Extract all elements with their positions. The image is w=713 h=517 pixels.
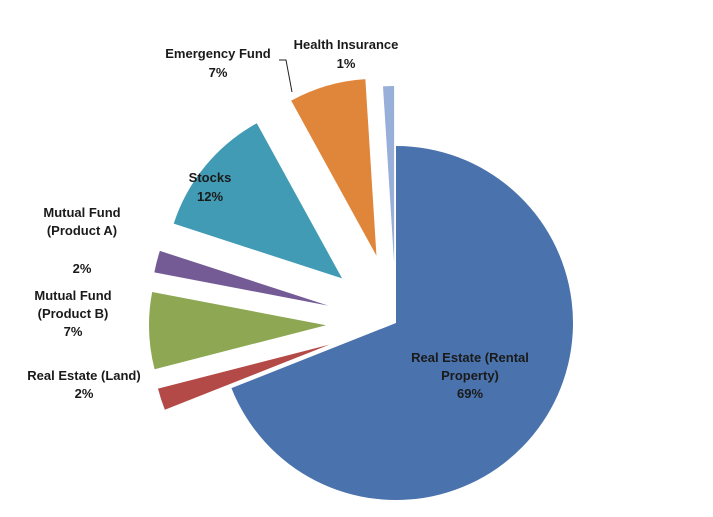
slice-label-line: (Product B) <box>38 306 109 321</box>
slice-label-line: Mutual Fund <box>43 205 120 220</box>
slice-label-line: Emergency Fund <box>165 46 271 61</box>
pie-slice <box>157 344 330 410</box>
pie-slice <box>383 86 395 264</box>
leader-line <box>279 59 293 93</box>
slice-label: Health Insurance 1% <box>294 37 399 71</box>
pie-slice <box>231 146 573 501</box>
slice-label: Real Estate (Rental Property) 69% <box>411 350 529 401</box>
slice-percent-label: 2% <box>75 386 94 401</box>
slice-label: Emergency Fund 7% <box>165 46 271 80</box>
slice-label: Mutual Fund (Product A) 2% <box>43 205 120 276</box>
slice-label-line: Stocks <box>189 170 232 185</box>
pie-slice <box>149 292 327 370</box>
pie-slice <box>173 123 343 279</box>
slice-percent-label: 12% <box>197 189 223 204</box>
slice-label: Stocks 12% <box>189 170 232 204</box>
slice-label-line: Property) <box>441 368 499 383</box>
slice-label: Real Estate (Land) 2% <box>27 368 140 401</box>
slice-label-line: Mutual Fund <box>34 288 111 303</box>
slice-label: Mutual Fund (Product B) 7% <box>34 288 111 339</box>
slice-percent-label: 7% <box>209 65 228 80</box>
slice-percent-label: 7% <box>64 324 83 339</box>
slice-percent-label: 2% <box>73 261 92 276</box>
slice-label-line: (Product A) <box>47 223 117 238</box>
slice-percent-label: 1% <box>337 56 356 71</box>
slice-percent-label: 69% <box>457 386 483 401</box>
pie-slice <box>154 250 329 306</box>
slice-label-line: Real Estate (Land) <box>27 368 140 383</box>
slice-label-line: Health Insurance <box>294 37 399 52</box>
slice-label-line: Real Estate (Rental <box>411 350 529 365</box>
pie-slice <box>291 79 377 256</box>
